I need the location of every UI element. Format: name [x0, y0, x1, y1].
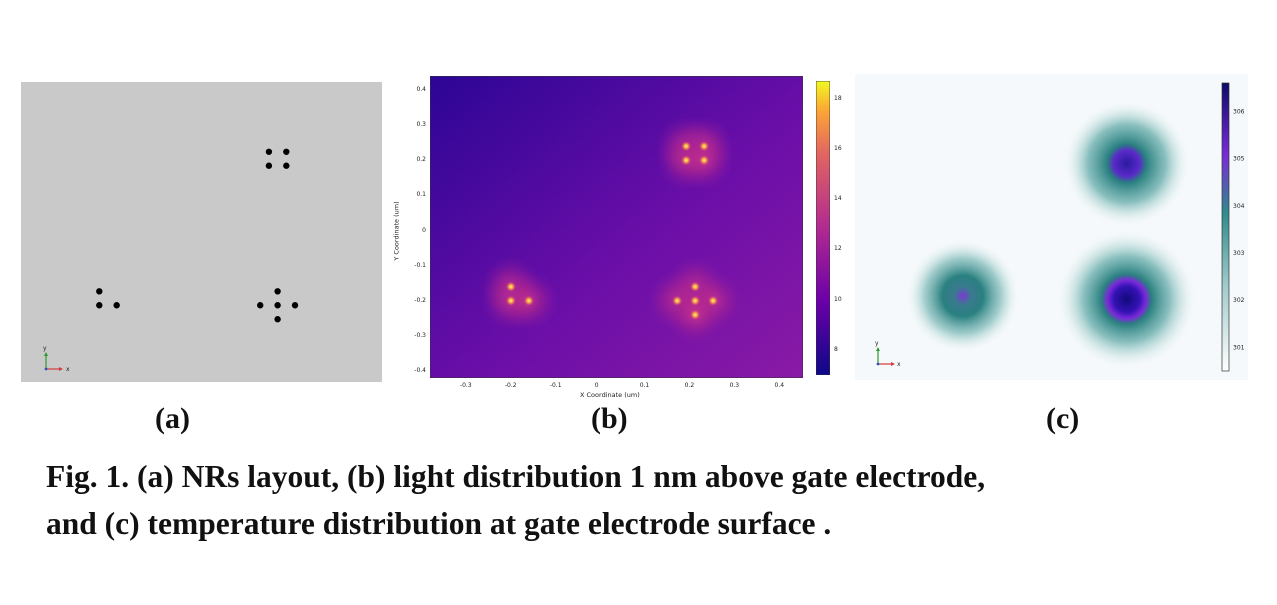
hotspot-mark [505, 295, 516, 306]
hotspot-mark [523, 295, 534, 306]
temperature-tick-label: 304 [1233, 203, 1245, 210]
nanorod-dot [274, 288, 281, 295]
hotspot-mark [505, 281, 516, 292]
panel-b-label: (b) [591, 402, 628, 435]
temperature-tick-label: 301 [1233, 344, 1245, 351]
hotspot-mark [699, 155, 710, 166]
nanorod-dot [274, 316, 281, 323]
temperature-colorbar [1221, 82, 1230, 372]
hot-region [904, 237, 1022, 355]
colorbar-tick-label: 12 [834, 245, 842, 253]
hotspot-mark [708, 295, 719, 306]
hotspot-mark [690, 295, 701, 306]
colorbar-tick-label: 16 [834, 144, 842, 152]
y-tick-label: 0.2 [416, 156, 426, 164]
nrs-layout-panel: y x [21, 82, 382, 382]
panel-c-label: (c) [1046, 402, 1080, 435]
nanorod-dot [257, 302, 264, 309]
temperature-tick-label: 303 [1233, 250, 1245, 257]
y-tick-label: 0 [422, 226, 426, 234]
triad-x-label: x [897, 361, 901, 368]
nanorod-dot [113, 302, 120, 309]
y-tick-label: -0.3 [414, 331, 426, 339]
x-tick-label: 0.2 [684, 382, 695, 389]
x-tick-label: 0 [594, 382, 599, 389]
hot-region [1055, 227, 1199, 371]
light-distribution-plot [430, 76, 803, 378]
y-tick-label: -0.2 [414, 296, 426, 304]
nanorod-dot [283, 148, 290, 155]
triad-x-label: x [66, 366, 70, 373]
hotspot-mark [681, 141, 692, 152]
x-tick-label: 0.4 [774, 382, 785, 389]
x-tick-label: 0.3 [729, 382, 740, 389]
x-tick-label: -0.2 [504, 382, 517, 389]
temperature-distribution-plot: 306 305 304 303 302 301 y x [855, 74, 1248, 380]
colorbar-tick-label: 18 [834, 94, 842, 102]
hotspot-mark [690, 281, 701, 292]
nanorod-dot [265, 162, 273, 169]
nrs-layout-plot [96, 148, 299, 323]
x-tick-label: -0.1 [549, 382, 562, 389]
heatmap-background [430, 76, 803, 378]
axes-triad-icon: y x [43, 345, 70, 373]
x-axis-label: X Coordinate (um) [580, 391, 640, 399]
nanorod-dot [274, 302, 281, 309]
temperature-tick-label: 305 [1233, 156, 1245, 163]
colorbar-tick-label: 10 [834, 295, 842, 303]
temperature-tick-label: 306 [1233, 108, 1245, 115]
hotspot-mark [699, 141, 710, 152]
nanorod-dot [283, 162, 290, 169]
y-tick-label: 0.4 [416, 86, 426, 94]
temperature-tick-label: 302 [1233, 297, 1245, 304]
figure-caption-line-1: Fig. 1. (a) NRs layout, (b) light distri… [46, 459, 986, 494]
nanorod-dot [96, 288, 103, 295]
colorbar-tick-label: 8 [834, 345, 838, 353]
triad-y-label: y [875, 340, 879, 347]
hotspot-mark [672, 295, 683, 306]
panel-a-label: (a) [155, 402, 190, 435]
hotspot-mark [690, 309, 701, 320]
nanorod-dot [265, 148, 273, 155]
hotspot-mark [681, 155, 692, 166]
figure-caption-line-2: and (c) temperature distribution at gate… [46, 506, 832, 541]
triad-y-label: y [43, 345, 47, 352]
y-tick-label: 0.3 [416, 121, 426, 129]
y-tick-label: -0.4 [414, 366, 426, 374]
light-colorbar [816, 81, 830, 375]
hot-region [1061, 98, 1192, 229]
x-tick-label: 0.1 [639, 382, 650, 389]
x-tick-label: -0.3 [459, 382, 472, 389]
axes-triad-icon: y x [875, 340, 901, 368]
nanorod-dot [96, 302, 103, 309]
colorbar-tick-label: 14 [834, 195, 842, 203]
y-tick-label: -0.1 [414, 261, 426, 269]
nanorod-dot [291, 302, 299, 309]
y-axis-label: Y Coordinate (um) [392, 201, 401, 261]
y-tick-label: 0.1 [416, 191, 426, 199]
